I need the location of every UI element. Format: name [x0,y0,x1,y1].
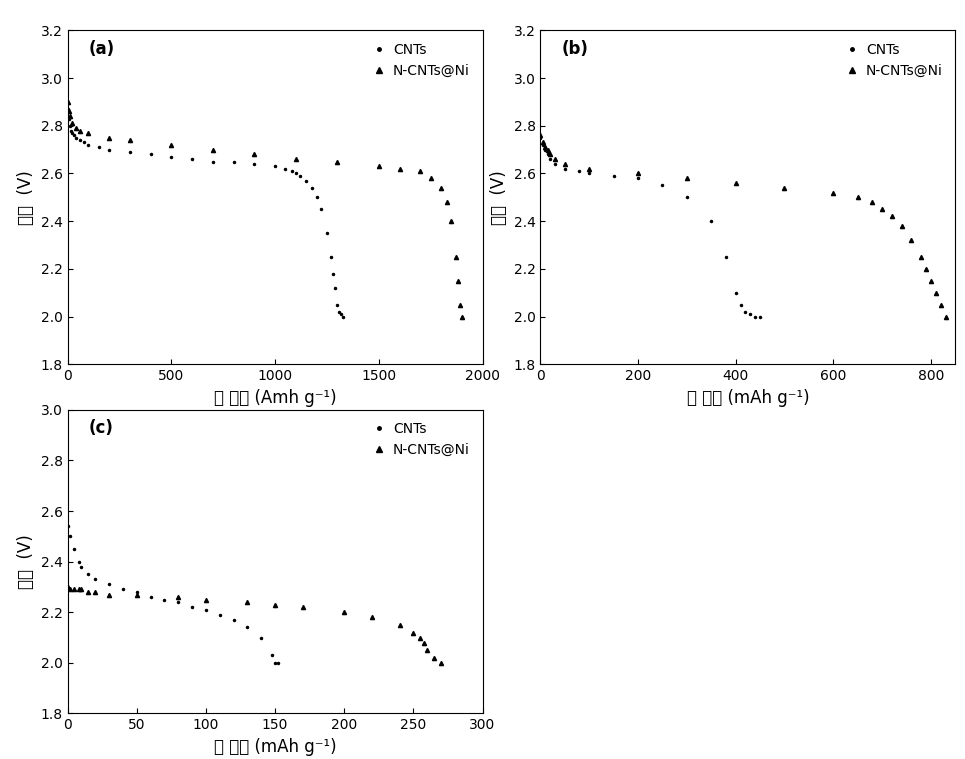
Y-axis label: 电压  (V): 电压 (V) [490,170,508,225]
Text: (b): (b) [562,40,588,58]
Legend: CNTs, N-CNTs@Ni: CNTs, N-CNTs@Ni [367,37,476,83]
Legend: CNTs, N-CNTs@Ni: CNTs, N-CNTs@Ni [367,417,476,463]
X-axis label: 比 容量 (mAh g⁻¹): 比 容量 (mAh g⁻¹) [686,389,810,407]
Y-axis label: 电压  (V): 电压 (V) [17,534,35,589]
X-axis label: 比 容量 (mAh g⁻¹): 比 容量 (mAh g⁻¹) [213,738,337,756]
Y-axis label: 电压  (V): 电压 (V) [17,170,35,225]
Legend: CNTs, N-CNTs@Ni: CNTs, N-CNTs@Ni [840,37,949,83]
Text: (a): (a) [89,40,115,58]
Text: (c): (c) [89,419,113,437]
X-axis label: 比 容量 (Amh g⁻¹): 比 容量 (Amh g⁻¹) [213,389,337,407]
